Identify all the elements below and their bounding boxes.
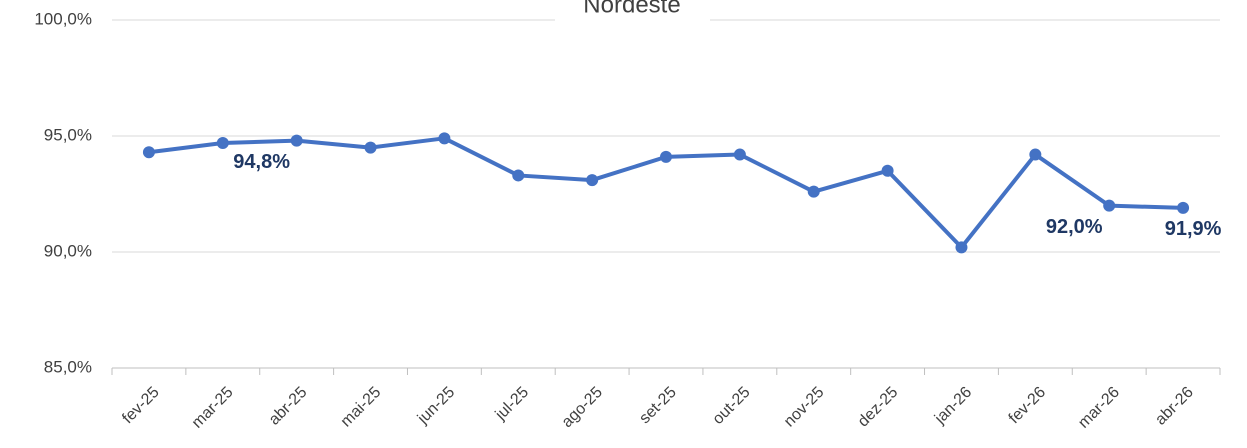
marker <box>512 169 525 182</box>
x-tick-label: dez-25 <box>855 384 902 431</box>
marker <box>1029 148 1042 161</box>
marker <box>1177 201 1190 214</box>
x-tick-label: fev-26 <box>1006 384 1050 428</box>
title-background <box>555 0 710 30</box>
marker <box>807 185 820 198</box>
y-tick-label: 95,0% <box>44 125 92 144</box>
x-tick-label: mar-26 <box>1075 384 1123 432</box>
y-tick-label: 85,0% <box>44 357 92 376</box>
data-label: 92,0% <box>1046 216 1103 238</box>
x-tick-label: fev-25 <box>119 384 163 428</box>
x-tick-label: mai-25 <box>338 384 385 431</box>
marker <box>881 164 894 177</box>
x-tick-label: abr-25 <box>266 384 311 429</box>
x-tick-label: abr-26 <box>1152 384 1197 429</box>
x-tick-label: nov-25 <box>781 384 828 431</box>
x-tick-label: jan-26 <box>931 384 975 428</box>
marker <box>142 146 155 159</box>
y-tick-label: 90,0% <box>44 241 92 260</box>
y-tick-label: 100,0% <box>34 9 92 28</box>
x-tick-label: out-25 <box>710 384 754 428</box>
data-label: 94,8% <box>233 151 290 173</box>
chart-title: Nordeste <box>583 0 680 18</box>
x-tick-label: set-25 <box>636 384 680 428</box>
marker <box>955 241 968 254</box>
marker <box>733 148 746 161</box>
x-tick-label: jul-25 <box>492 384 532 424</box>
marker <box>216 136 229 149</box>
marker <box>364 141 377 154</box>
marker <box>1103 199 1116 212</box>
marker <box>290 134 303 147</box>
x-tick-label: ago-25 <box>559 384 606 431</box>
x-tick-label: jun-25 <box>414 384 458 428</box>
marker <box>438 132 451 145</box>
marker <box>586 174 599 187</box>
x-tick-label: mar-25 <box>189 384 237 432</box>
marker <box>660 150 672 163</box>
data-label: 91,9% <box>1165 218 1222 240</box>
